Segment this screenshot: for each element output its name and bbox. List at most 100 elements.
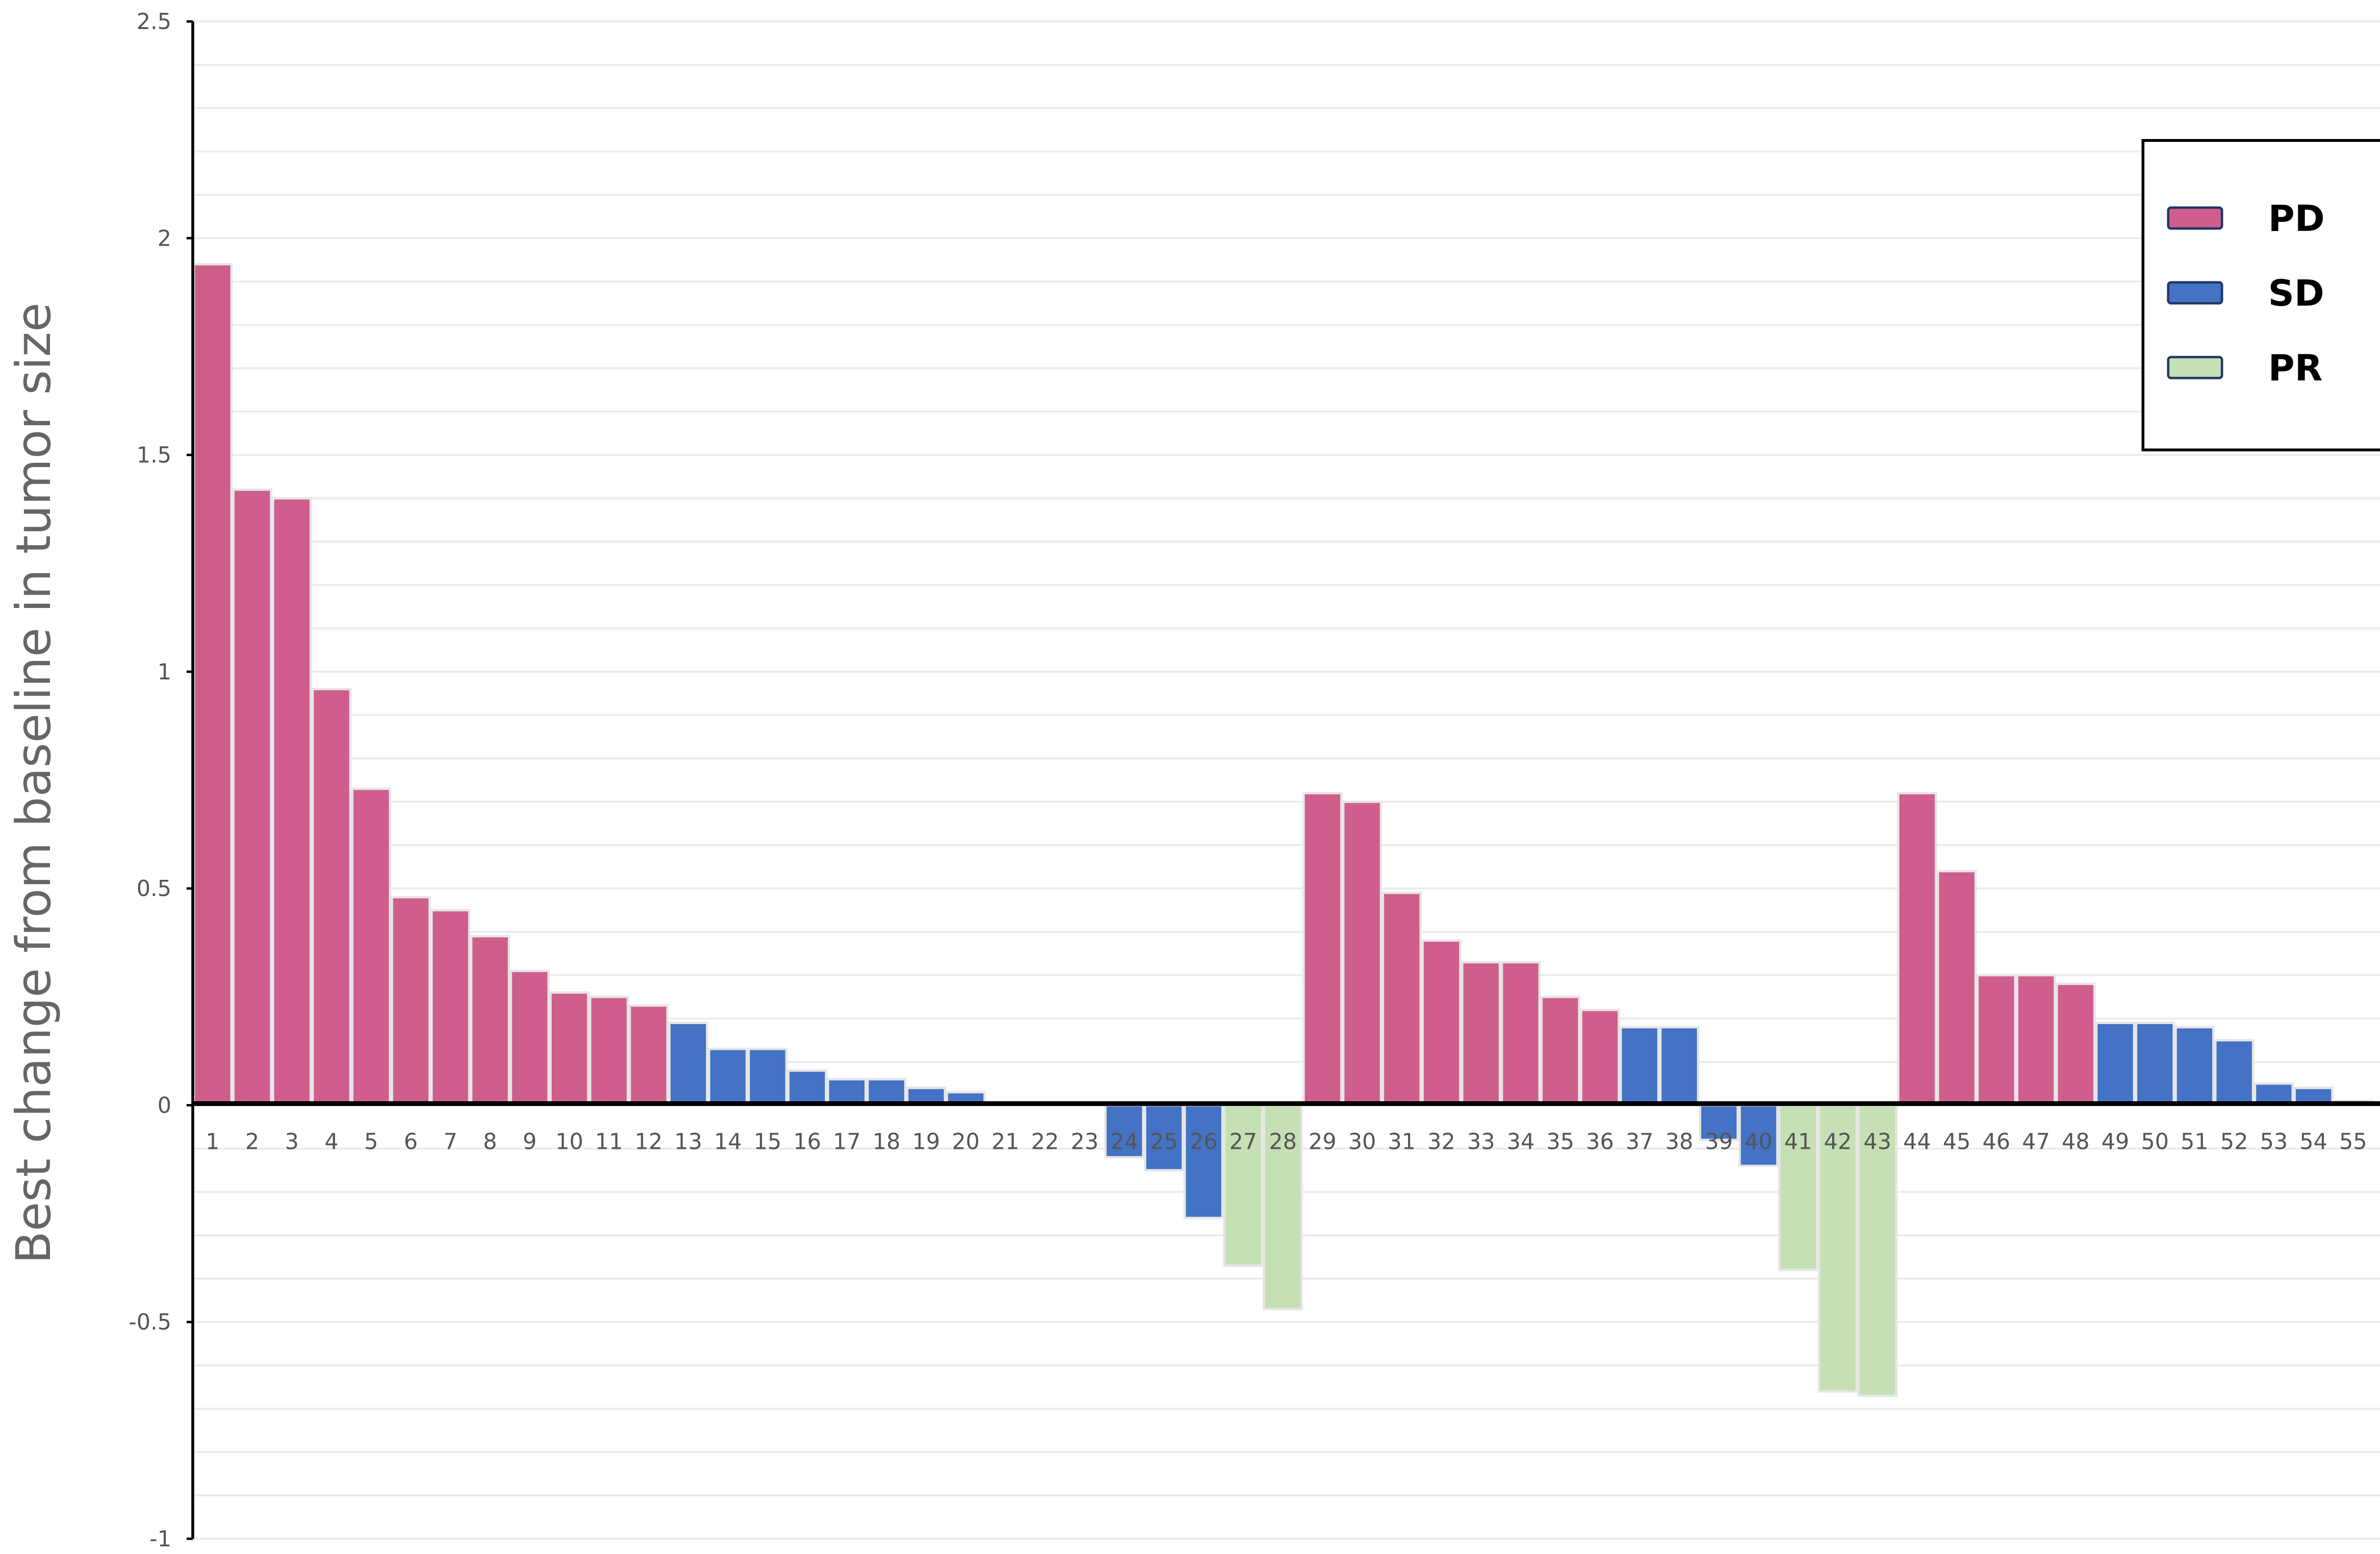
category-label: 34 [1507,1128,1535,1154]
bar [1500,961,1541,1106]
category-label: 49 [2102,1128,2130,1154]
category-label: 51 [2181,1128,2209,1154]
y-tick-label: 2.5 [137,9,171,34]
bar [708,1047,748,1106]
legend-label: PD [2268,197,2325,239]
category-label: 31 [1388,1128,1416,1154]
y-tick-label: -0.5 [129,1309,171,1335]
category-label: 53 [2260,1128,2288,1154]
bar [1778,1104,1818,1271]
category-label: 17 [833,1128,861,1154]
category-label: 52 [2220,1128,2248,1154]
bar [826,1078,867,1106]
grid-lines [193,20,2380,1540]
bar [311,687,352,1106]
category-label: 35 [1547,1128,1575,1154]
bar [1936,870,1977,1106]
category-label: 39 [1705,1128,1733,1154]
category-label: 11 [595,1128,623,1154]
bar [2174,1026,2215,1106]
category-label: 38 [1666,1128,1694,1154]
category-label: 26 [1190,1128,1218,1154]
y-tick-label: -1 [149,1526,171,1552]
category-label: 44 [1903,1128,1931,1154]
category-label: 24 [1111,1128,1139,1154]
category-label: 8 [483,1128,497,1154]
bar [1421,939,1462,1106]
bar [1976,974,2017,1106]
category-label: 16 [793,1128,822,1154]
category-label: 9 [523,1128,536,1154]
bar [628,1004,669,1106]
bar [668,1021,709,1106]
y-ticks: -1 -0.5 0 0.5 1 1.5 2 2.5 [129,9,193,1552]
bar [1738,1104,1779,1167]
axes [191,21,2380,1539]
category-label: 29 [1309,1128,1337,1154]
y-axis-label: Best change from baseline in tumor size [6,302,61,1264]
category-label: 47 [2022,1128,2050,1154]
bar [272,497,312,1106]
category-label: 48 [2062,1128,2090,1154]
category-label: 13 [674,1128,703,1154]
y-tick-label: 2 [158,225,171,251]
legend-label: PR [2268,347,2322,389]
category-label: 50 [2141,1128,2169,1154]
bar [1540,996,1581,1106]
category-label: 41 [1784,1128,1812,1154]
bar [2135,1021,2175,1106]
category-label: 19 [912,1128,940,1154]
bar [509,969,550,1106]
bar [1461,961,1501,1106]
legend-label: SD [2268,272,2324,314]
category-label: 56 [2379,1128,2380,1154]
legend-swatch [2167,206,2223,230]
category-label: 54 [2300,1128,2328,1154]
bar [390,896,431,1106]
y-tick-label: 0.5 [137,876,171,901]
category-label: 22 [1031,1128,1059,1154]
category-label: 2 [245,1128,259,1154]
bar [1302,792,1343,1106]
category-label: 3 [285,1128,299,1154]
bar [2016,974,2056,1106]
category-label: 33 [1467,1128,1495,1154]
bar [470,935,510,1106]
category-label: 45 [1943,1128,1971,1154]
y-tick-label: 1.5 [137,442,171,468]
bar [351,787,391,1106]
legend: PD SD PR [2142,139,2380,451]
y-tick-label: 1 [158,659,171,685]
category-label: 21 [992,1128,1020,1154]
bar [549,991,590,1106]
y-tick-label: 0 [158,1092,171,1118]
category-label: 36 [1586,1128,1614,1154]
category-label: 20 [952,1128,980,1154]
bar [1897,792,1937,1106]
bar [589,996,629,1106]
bar [787,1069,827,1106]
bar [1223,1104,1263,1267]
category-label: 46 [1983,1128,2011,1154]
bar [2214,1039,2254,1106]
category-label: 40 [1745,1128,1773,1154]
category-label: 4 [325,1128,338,1154]
category-label: 30 [1348,1128,1376,1154]
category-label: 18 [873,1128,901,1154]
category-label: 43 [1864,1128,1892,1154]
bar [232,488,273,1106]
category-label: 55 [2339,1128,2367,1154]
category-label: 42 [1824,1128,1852,1154]
bar [1342,800,1382,1106]
bar [192,263,233,1106]
bar [1144,1104,1184,1172]
bar [430,909,471,1106]
category-label: 12 [635,1128,663,1154]
category-label: 32 [1428,1128,1456,1154]
category-label: 15 [754,1128,782,1154]
bar [1104,1104,1145,1159]
category-label: 14 [714,1128,742,1154]
category-label: 25 [1150,1128,1178,1154]
legend-swatch [2167,356,2223,379]
